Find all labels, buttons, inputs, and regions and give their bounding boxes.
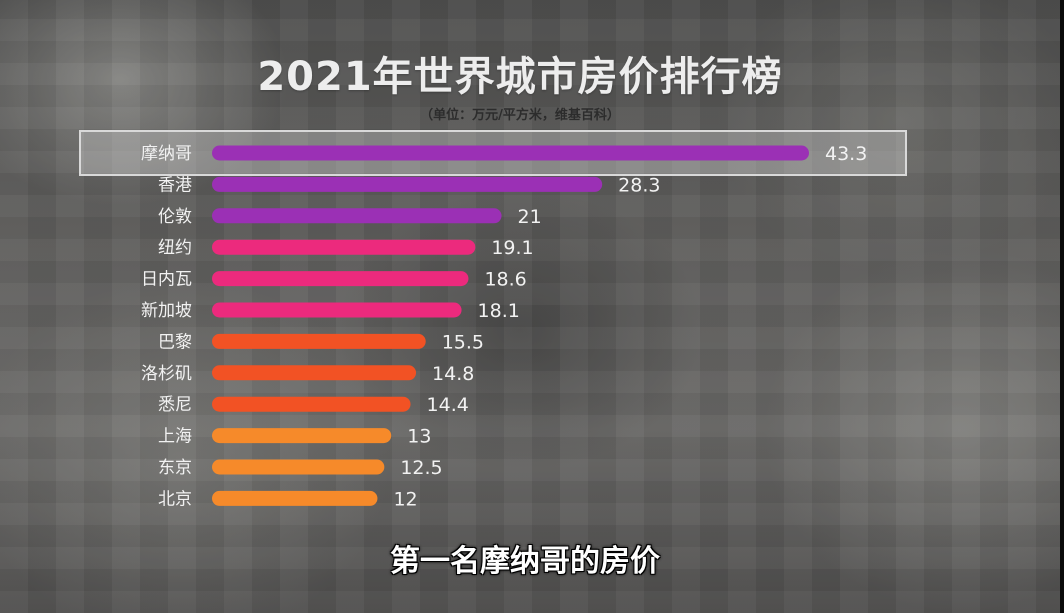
chart-subtitle: （单位：万元/平方米，维基百科） xyxy=(420,108,620,123)
value-label: 21 xyxy=(518,206,542,228)
city-label: 北京 xyxy=(158,489,192,509)
bar xyxy=(212,239,476,255)
value-label: 13 xyxy=(407,426,431,448)
city-label: 洛杉矶 xyxy=(141,364,192,384)
bar xyxy=(212,208,502,224)
bar xyxy=(212,490,378,506)
city-label: 纽约 xyxy=(158,238,192,258)
city-label: 摩纳哥 xyxy=(141,144,192,164)
city-label: 东京 xyxy=(158,458,192,478)
value-label: 15.5 xyxy=(442,331,484,353)
bar xyxy=(212,365,417,381)
chart-title: 2021年世界城市房价排行榜 xyxy=(257,54,783,100)
city-label: 悉尼 xyxy=(158,395,192,415)
value-label: 28.3 xyxy=(618,174,660,196)
bar xyxy=(212,302,462,318)
bar xyxy=(212,459,385,475)
value-label: 12.5 xyxy=(400,457,442,479)
city-label: 新加坡 xyxy=(141,301,192,321)
bar xyxy=(212,145,809,161)
city-label: 上海 xyxy=(158,427,192,447)
city-label: 日内瓦 xyxy=(141,270,192,290)
bar xyxy=(212,271,469,287)
right-edge-strip xyxy=(1060,0,1064,613)
city-label: 伦敦 xyxy=(158,207,192,227)
bar xyxy=(212,333,426,349)
value-label: 12 xyxy=(393,488,417,510)
video-subtitle-caption: 第一名摩纳哥的房价 xyxy=(390,544,660,579)
value-label: 14.4 xyxy=(427,394,469,416)
bar xyxy=(212,396,411,412)
value-label: 14.8 xyxy=(432,363,474,385)
value-label: 18.1 xyxy=(478,300,520,322)
value-label: 19.1 xyxy=(491,237,533,259)
value-label: 43.3 xyxy=(825,143,867,165)
city-label: 巴黎 xyxy=(158,332,192,352)
bar xyxy=(212,176,603,192)
city-label: 香港 xyxy=(158,175,192,195)
bar xyxy=(212,428,392,444)
value-label: 18.6 xyxy=(484,269,526,291)
